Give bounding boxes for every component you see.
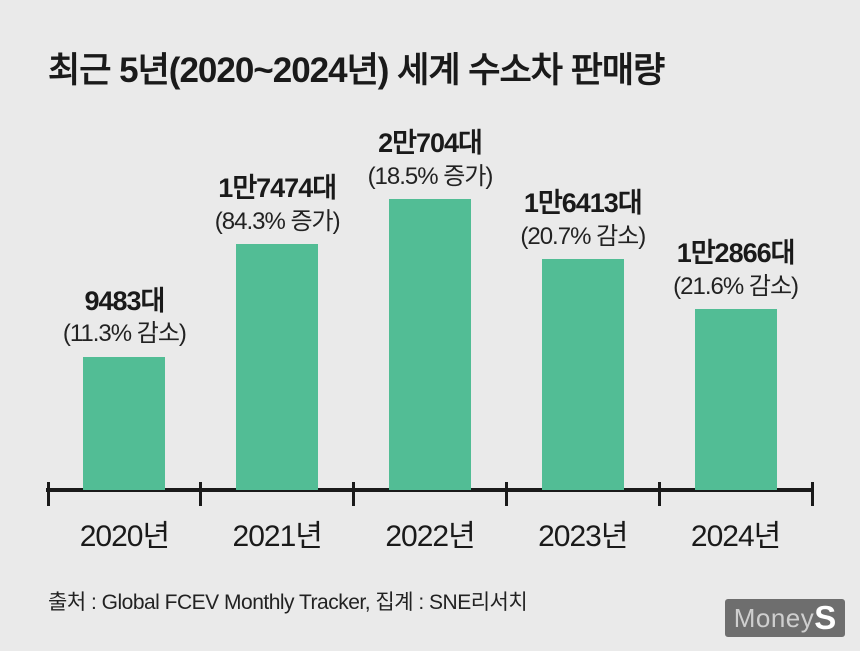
bar-change-label: (18.5% 증가) — [367, 162, 494, 190]
bar — [541, 259, 624, 490]
x-axis-tick — [504, 482, 508, 506]
bar-value-label: 1만7474대 — [218, 173, 337, 204]
source-caption: 출처 : Global FCEV Monthly Tracker, 집계 : S… — [48, 591, 528, 614]
bar — [236, 244, 319, 490]
bar-label-group: 1만2866대 (21.6% 감소) — [621, 238, 851, 301]
bar-value-label: 9483대 — [84, 285, 165, 316]
x-axis-tick — [199, 482, 203, 506]
bar — [83, 356, 166, 490]
bar-change-label: (21.6% 감소) — [673, 272, 799, 300]
bar-label-group: 9483대 (11.3% 감소) — [9, 286, 239, 349]
x-axis-label: 2021년 — [232, 520, 323, 553]
bar-value-label: 1만6413대 — [523, 188, 643, 219]
bar-label-group: 1만7474대 (84.3% 증가) — [162, 173, 392, 236]
bar-label-group: 2만704대 (18.5% 증가) — [315, 128, 545, 191]
bar-value-label: 1만2866대 — [676, 238, 796, 268]
bar — [694, 309, 777, 490]
x-axis-label: 2022년 — [385, 520, 475, 553]
x-axis-tick — [810, 482, 814, 506]
bar-change-label: (20.7% 감소) — [520, 223, 646, 250]
moneys-logo-s-text: S — [814, 599, 837, 636]
x-axis-tick — [46, 482, 50, 506]
moneys-logo-money-text: Money — [733, 603, 815, 633]
x-axis-tick — [657, 482, 661, 506]
bar-change-label: (84.3% 증가) — [214, 208, 341, 236]
bar — [389, 199, 471, 490]
x-axis-tick — [352, 482, 356, 506]
chart-title: 최근 5년(2020~2024년) 세계 수소차 판매량 — [48, 51, 665, 90]
x-axis-label: 2023년 — [538, 520, 628, 553]
bar-value-label: 2만704대 — [378, 127, 483, 158]
x-axis-label: 2024년 — [690, 520, 781, 553]
x-axis-label: 2020년 — [79, 520, 170, 553]
bar-label-group: 1만6413대 (20.7% 감소) — [468, 188, 698, 251]
x-axis-line — [46, 488, 814, 492]
bar-change-label: (11.3% 감소) — [62, 320, 187, 348]
moneys-logo: Money S — [725, 599, 845, 637]
